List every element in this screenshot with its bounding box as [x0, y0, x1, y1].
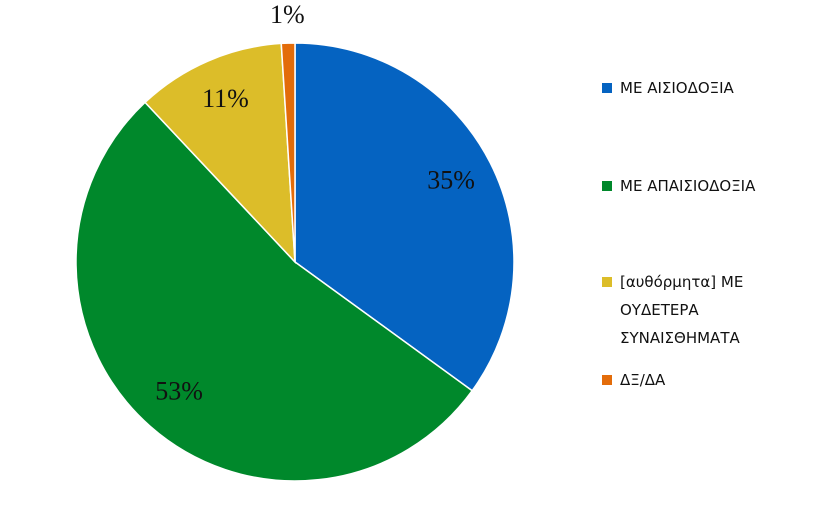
- legend-item: ΜΕ ΑΠΑΙΣΙΟΔΟΞΙΑ: [600, 172, 800, 200]
- pie-slice: [294, 42, 515, 392]
- legend-item: [αυθόρμητα] ΜΕ ΟΥΔΕΤΕΡΑ ΣΥΝΑΙΣΘΗΜΑΤΑ: [600, 268, 800, 352]
- legend-label: ΜΕ ΑΙΣΙΟΔΟΞΙΑ: [620, 79, 734, 97]
- legend-label: [αυθόρμητα] ΜΕ ΟΥΔΕΤΕΡΑ ΣΥΝΑΙΣΘΗΜΑΤΑ: [620, 273, 744, 347]
- legend-label: ΜΕ ΑΠΑΙΣΙΟΔΟΞΙΑ: [620, 177, 756, 195]
- pie-slice: [280, 42, 296, 263]
- data-label: 53%: [155, 376, 203, 405]
- legend-label: ΔΞ/ΔΑ: [620, 371, 666, 389]
- data-label: 1%: [270, 0, 305, 29]
- data-label: 11%: [202, 84, 249, 113]
- legend-swatch: [602, 181, 612, 191]
- legend-item: ΔΞ/ΔΑ: [600, 366, 800, 394]
- pie-slice: [75, 101, 474, 482]
- legend-swatch: [602, 277, 612, 287]
- legend: ΜΕ ΑΙΣΙΟΔΟΞΙΑ ΜΕ ΑΠΑΙΣΙΟΔΟΞΙΑ [αυθόρμητα] …: [600, 74, 800, 394]
- legend-swatch: [602, 83, 612, 93]
- data-label: 35%: [427, 165, 475, 194]
- legend-item: ΜΕ ΑΙΣΙΟΔΟΞΙΑ: [600, 74, 800, 102]
- pie-slice: [144, 42, 296, 265]
- legend-swatch: [602, 375, 612, 385]
